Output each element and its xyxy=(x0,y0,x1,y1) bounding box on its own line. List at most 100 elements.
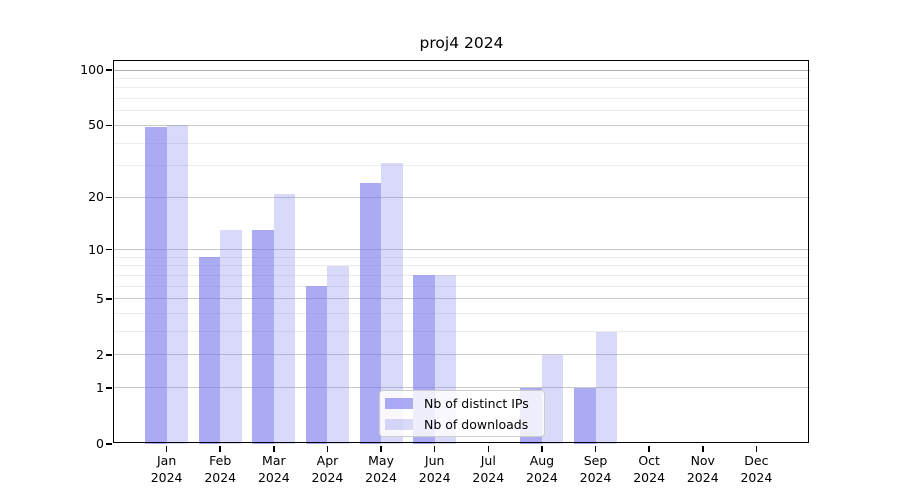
bar-downloads-feb xyxy=(220,230,242,444)
x-tick-month: Feb xyxy=(209,453,232,468)
bar-distinct-ips-jan xyxy=(145,126,167,444)
x-tick-year: 2024 xyxy=(311,469,344,485)
y-tick-label: 2 xyxy=(96,346,104,362)
x-axis-tick xyxy=(326,445,329,452)
x-tick-month: Mar xyxy=(262,453,286,468)
legend-row: Nb of downloads xyxy=(385,416,536,432)
legend-label: Nb of downloads xyxy=(424,416,529,432)
x-tick-month: Jan xyxy=(156,453,177,468)
x-axis-tick xyxy=(487,445,490,452)
minor-gridline xyxy=(113,331,810,333)
bar-downloads-apr xyxy=(327,265,349,444)
legend-label: Nb of distinct IPs xyxy=(424,395,529,411)
legend: Nb of distinct IPs Nb of downloads xyxy=(379,390,545,437)
x-tick-year: 2024 xyxy=(418,469,451,485)
x-axis-tick xyxy=(702,445,704,452)
x-tick-label: Oct 2024 xyxy=(617,453,681,486)
minor-gridline xyxy=(113,256,810,258)
x-tick-month: Jun xyxy=(424,453,445,468)
x-tick-label: Nov 2024 xyxy=(671,453,735,486)
x-axis-tick xyxy=(755,445,758,452)
x-tick-year: 2024 xyxy=(472,469,505,485)
x-tick-month: Oct xyxy=(638,453,660,468)
x-axis-tick xyxy=(541,445,543,452)
legend-row: Nb of distinct IPs xyxy=(385,395,536,411)
y-tick-label: 10 xyxy=(88,241,104,257)
bar-distinct-ips-sep xyxy=(574,387,596,444)
x-axis-tick xyxy=(165,445,168,452)
minor-gridline xyxy=(113,274,810,276)
x-tick-label: Sep 2024 xyxy=(564,453,628,486)
x-tick-year: 2024 xyxy=(365,469,397,485)
x-tick-label: Jan 2024 xyxy=(135,453,199,486)
minor-gridline xyxy=(113,285,810,287)
minor-gridline xyxy=(113,87,810,89)
major-gridline xyxy=(113,196,810,198)
x-tick-month: Dec xyxy=(744,453,769,468)
y-axis-tick xyxy=(106,248,112,251)
bar-downloads-aug xyxy=(541,354,564,444)
major-gridline xyxy=(113,69,810,71)
x-axis-tick xyxy=(380,445,382,452)
y-tick-label: 100 xyxy=(80,62,104,77)
bar-downloads-may xyxy=(381,163,403,444)
major-gridline xyxy=(113,298,810,300)
x-tick-label: Aug 2024 xyxy=(510,453,574,486)
y-tick-label: 1 xyxy=(96,379,104,395)
y-axis-tick xyxy=(106,124,112,127)
x-tick-label: Apr 2024 xyxy=(295,453,359,486)
legend-swatch-icon xyxy=(385,397,413,409)
bar-distinct-ips-feb xyxy=(198,257,221,444)
minor-gridline xyxy=(113,142,810,144)
chart-title: proj4 2024 xyxy=(419,34,504,52)
x-axis-tick xyxy=(648,445,650,452)
bar-downloads-jan xyxy=(166,125,189,444)
x-axis-tick xyxy=(433,445,436,452)
minor-gridline xyxy=(113,98,810,100)
x-tick-year: 2024 xyxy=(579,469,612,485)
y-axis-tick xyxy=(106,69,112,71)
x-tick-label: Dec 2024 xyxy=(724,453,788,486)
bar-downloads-sep xyxy=(595,331,618,444)
x-tick-month: May xyxy=(368,453,394,468)
major-gridline xyxy=(113,249,810,251)
legend-swatch-icon xyxy=(385,418,413,430)
x-tick-year: 2024 xyxy=(257,469,290,485)
major-gridline xyxy=(113,387,810,389)
x-tick-year: 2024 xyxy=(526,469,558,485)
y-axis-tick xyxy=(106,387,112,389)
y-tick-label: 5 xyxy=(96,290,104,306)
minor-gridline xyxy=(113,313,810,315)
y-axis-tick xyxy=(106,298,112,300)
y-axis-tick xyxy=(106,196,112,199)
major-gridline xyxy=(113,124,810,126)
minor-gridline xyxy=(113,110,810,112)
x-tick-year: 2024 xyxy=(204,469,237,485)
x-tick-label: Jun 2024 xyxy=(403,453,467,486)
y-axis-tick xyxy=(106,443,112,445)
x-tick-month: Jul xyxy=(480,453,496,468)
x-axis-tick xyxy=(219,445,221,452)
x-tick-label: Jul 2024 xyxy=(456,453,520,486)
major-gridline xyxy=(113,354,810,356)
x-axis-tick xyxy=(594,445,597,452)
x-tick-month: Aug xyxy=(529,453,555,468)
bar-distinct-ips-mar xyxy=(252,230,274,444)
x-tick-year: 2024 xyxy=(633,469,666,485)
x-tick-label: Mar 2024 xyxy=(242,453,306,486)
x-tick-label: Feb 2024 xyxy=(188,453,252,486)
y-tick-label: 20 xyxy=(88,189,104,205)
y-tick-label: 0 xyxy=(96,436,104,451)
y-tick-label: 50 xyxy=(88,117,104,133)
x-tick-month: Nov xyxy=(690,453,715,468)
bar-distinct-ips-apr xyxy=(305,286,328,444)
y-axis-tick xyxy=(106,354,112,356)
bar-downloads-mar xyxy=(273,193,296,444)
x-tick-year: 2024 xyxy=(686,469,719,485)
minor-gridline xyxy=(113,265,810,267)
bar-distinct-ips-may xyxy=(359,183,382,444)
